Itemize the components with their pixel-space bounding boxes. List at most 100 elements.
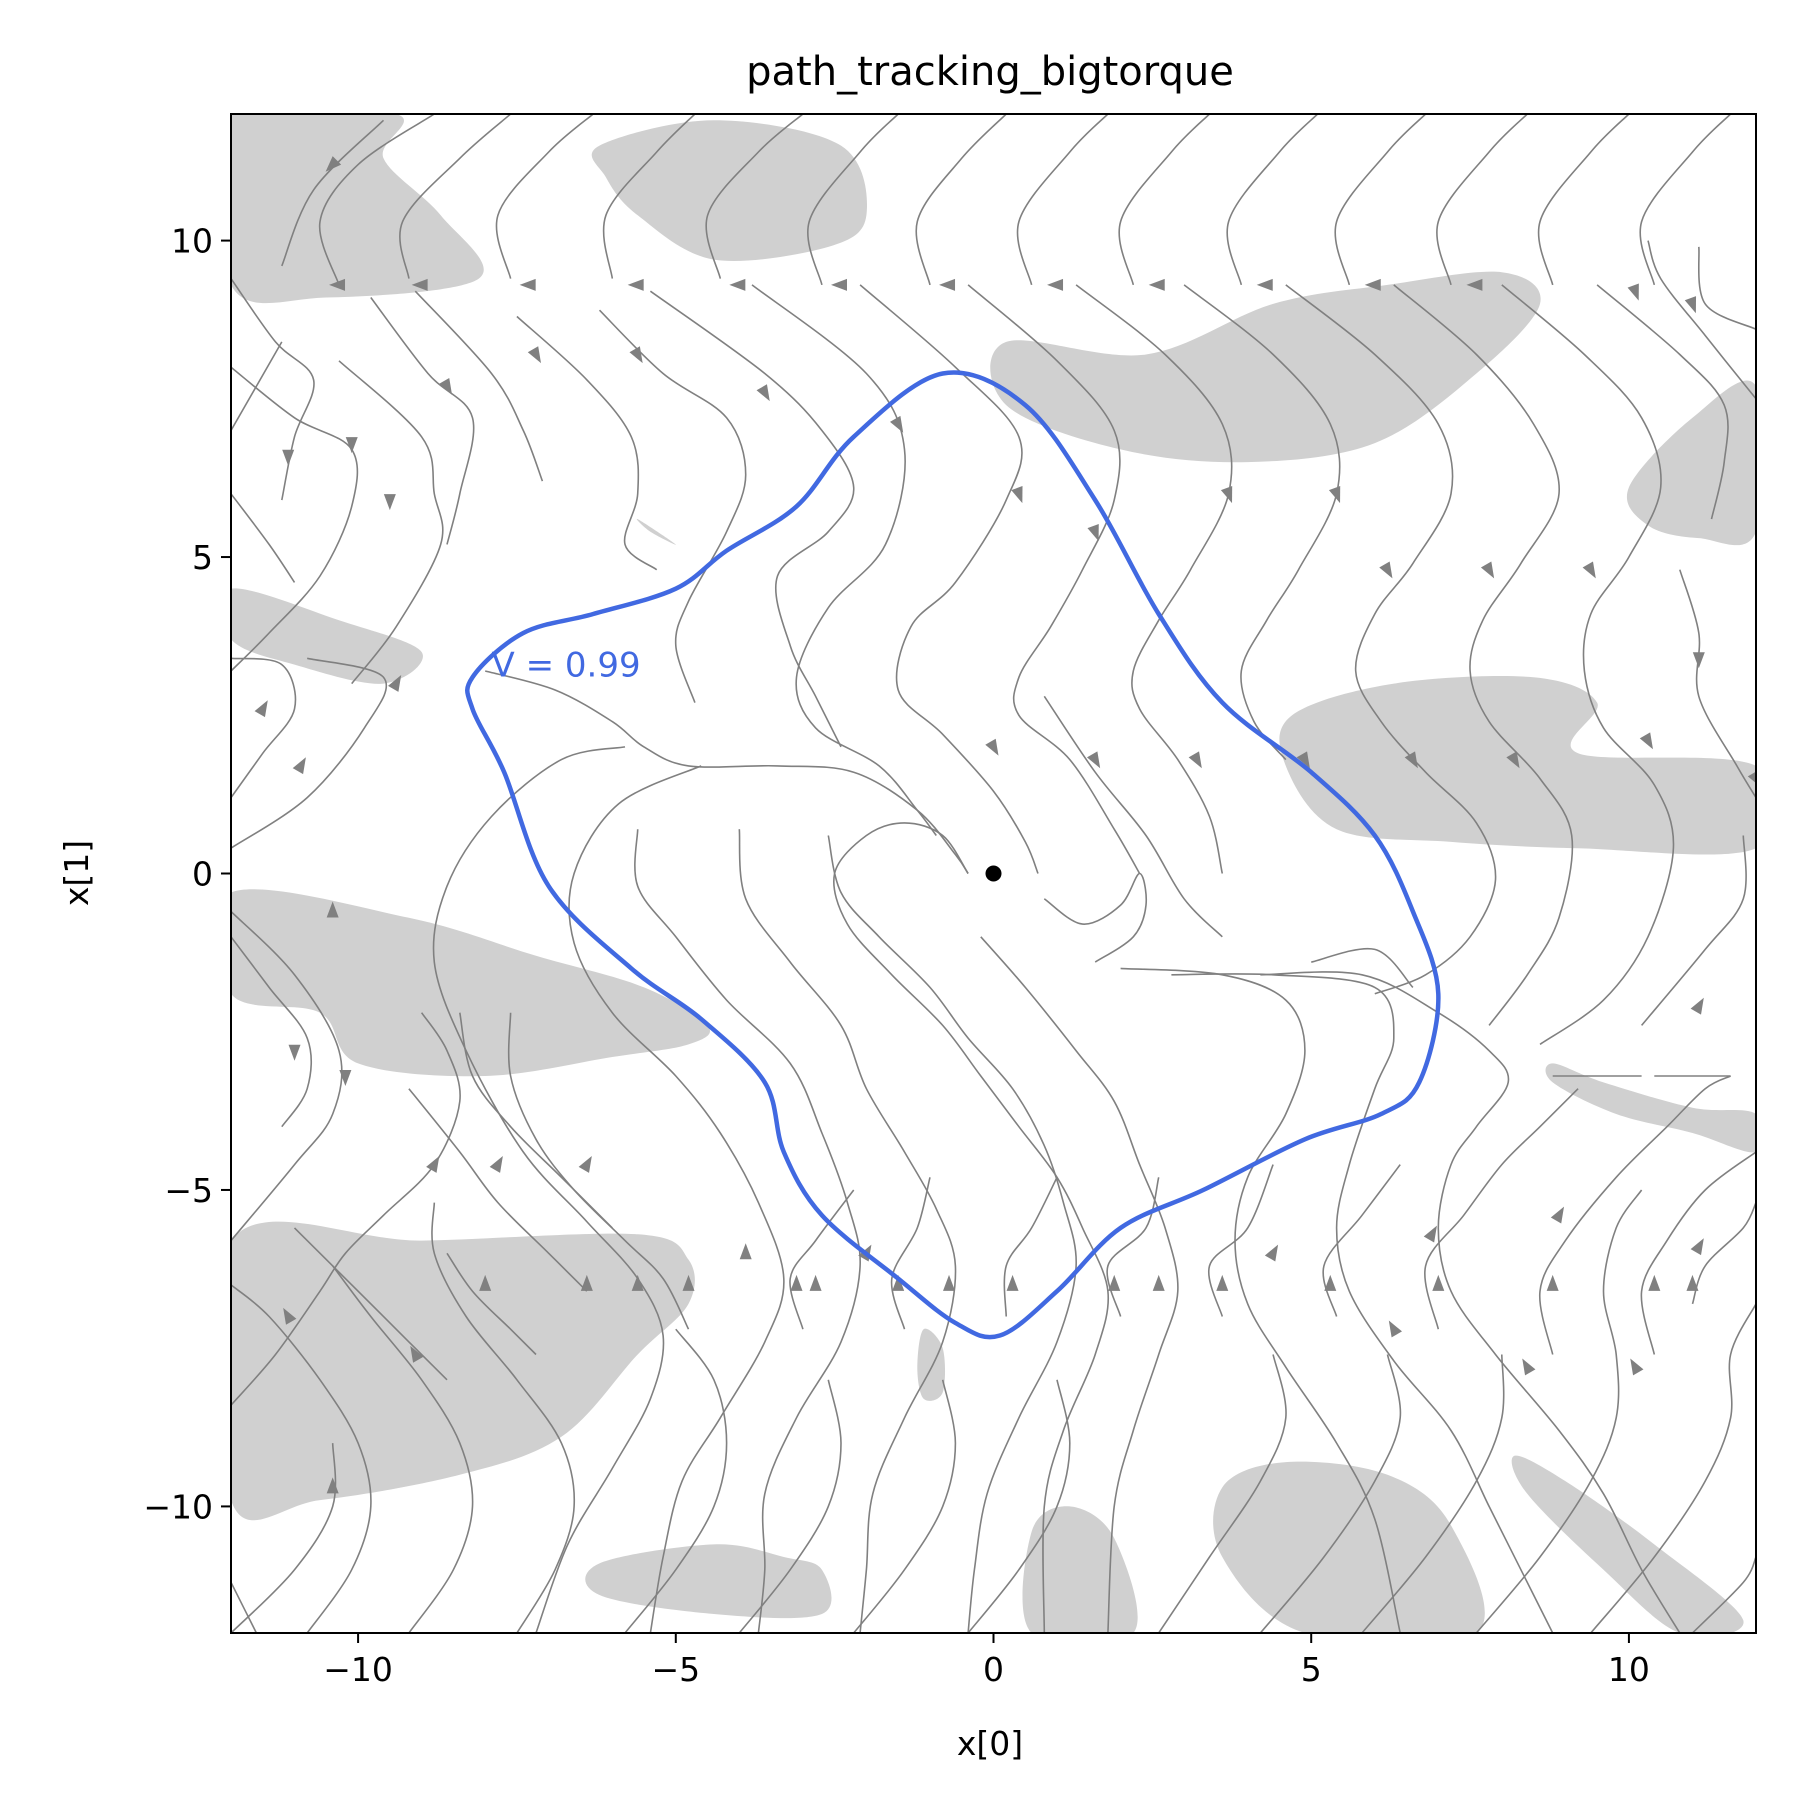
streamline — [649, 290, 855, 748]
arrow-head — [627, 278, 644, 291]
streamline — [807, 114, 899, 286]
shaded-region — [231, 114, 484, 304]
shaded-region — [231, 889, 710, 1077]
arrow-head — [1388, 1320, 1403, 1338]
arrow-head — [943, 1274, 956, 1291]
streamline — [1361, 1354, 1505, 1633]
streamline — [1285, 284, 1497, 995]
shaded-region — [1545, 1063, 1756, 1153]
arrow-head — [1006, 1274, 1019, 1291]
chart-title: path_tracking_bigtorque — [746, 49, 1234, 95]
streamline — [1640, 835, 1747, 1026]
arrow-head — [1630, 1358, 1644, 1376]
streamline — [231, 657, 388, 849]
arrow-head — [479, 1274, 492, 1291]
streamline — [399, 114, 512, 279]
y-tick-label: −5 — [164, 1171, 213, 1210]
arrow-head — [254, 700, 268, 718]
streamline — [738, 1379, 842, 1633]
streamline — [568, 765, 785, 1633]
arrow-head — [1108, 1274, 1121, 1291]
streamline — [624, 1328, 728, 1633]
streamline — [231, 366, 359, 672]
arrow-head — [1690, 1238, 1704, 1256]
arrow-head — [578, 1155, 592, 1173]
streamline — [853, 1379, 957, 1633]
streamline — [293, 1227, 448, 1381]
arrow-head — [326, 1477, 339, 1494]
streamline — [1424, 1088, 1579, 1330]
arrow-head — [383, 494, 396, 511]
streamline — [1475, 1189, 1643, 1633]
streamline — [231, 1443, 337, 1633]
shaded-region — [1213, 1461, 1485, 1633]
x-tick-label: 0 — [983, 1650, 1004, 1689]
shaded-region — [231, 588, 423, 684]
streamline — [332, 1265, 474, 1633]
streamline — [408, 1088, 588, 1292]
streamline — [231, 936, 313, 1128]
streamline — [1691, 1202, 1756, 1305]
streamline — [789, 1189, 855, 1330]
streamline — [231, 341, 283, 431]
streamline — [1679, 569, 1756, 799]
streamline — [231, 493, 296, 583]
streamline — [370, 297, 475, 545]
arrow-head — [1011, 486, 1023, 504]
streamline — [967, 1379, 1071, 1633]
streamline — [634, 829, 861, 1633]
y-axis: −10 −5 0 5 10 — [143, 222, 231, 1526]
arrow-head — [329, 278, 346, 291]
arrow-head — [288, 1044, 301, 1061]
arrow-head — [1148, 278, 1165, 291]
streamline — [1106, 1177, 1160, 1317]
streamline — [1697, 246, 1756, 330]
arrow-head — [1086, 751, 1101, 769]
streamline — [231, 910, 343, 1242]
shaded-region — [591, 120, 868, 261]
streamline — [1537, 114, 1630, 286]
shaded-regions — [231, 114, 1756, 1633]
streamline — [1120, 967, 1401, 1633]
streamline — [1640, 1151, 1756, 1355]
arrow-head — [388, 674, 402, 692]
streamline — [516, 315, 658, 571]
arrow-head — [756, 384, 770, 402]
shaded-region — [1511, 1455, 1744, 1633]
x-tick-label: 10 — [1608, 1650, 1650, 1689]
streamline — [318, 114, 435, 286]
streamline — [231, 1582, 258, 1633]
arrow-head — [1256, 278, 1273, 291]
arrow-head — [1546, 1274, 1559, 1291]
arrow-head — [325, 156, 342, 172]
arrow-head — [1364, 278, 1381, 291]
arrow-head — [1404, 751, 1418, 769]
shaded-region — [917, 1328, 946, 1401]
streamline — [1538, 1075, 1731, 1355]
arrow-head — [809, 1274, 822, 1291]
arrow-head — [1480, 561, 1495, 579]
streamline — [431, 1202, 576, 1633]
arrow-head — [1379, 561, 1393, 579]
arrow-head — [631, 1274, 644, 1291]
streamline — [705, 114, 804, 279]
arrow-head — [1690, 997, 1704, 1015]
streamline — [414, 290, 544, 482]
arrow-head — [1522, 1358, 1536, 1376]
arrow-head — [1432, 1274, 1445, 1291]
shaded-region — [1627, 380, 1756, 546]
arrow-head — [1648, 1274, 1661, 1291]
streamline — [1043, 695, 1223, 938]
streamline — [751, 284, 937, 836]
arrow-head — [282, 449, 295, 466]
arrow-head — [1550, 1206, 1565, 1224]
streamline — [281, 119, 385, 267]
arrow-head — [1639, 732, 1653, 750]
arrow-head — [1466, 278, 1483, 291]
streamline — [432, 746, 665, 1633]
streamline — [1501, 284, 1675, 1046]
streamline — [1393, 284, 1574, 1026]
streamline — [231, 1284, 372, 1633]
streamline — [1334, 114, 1427, 286]
